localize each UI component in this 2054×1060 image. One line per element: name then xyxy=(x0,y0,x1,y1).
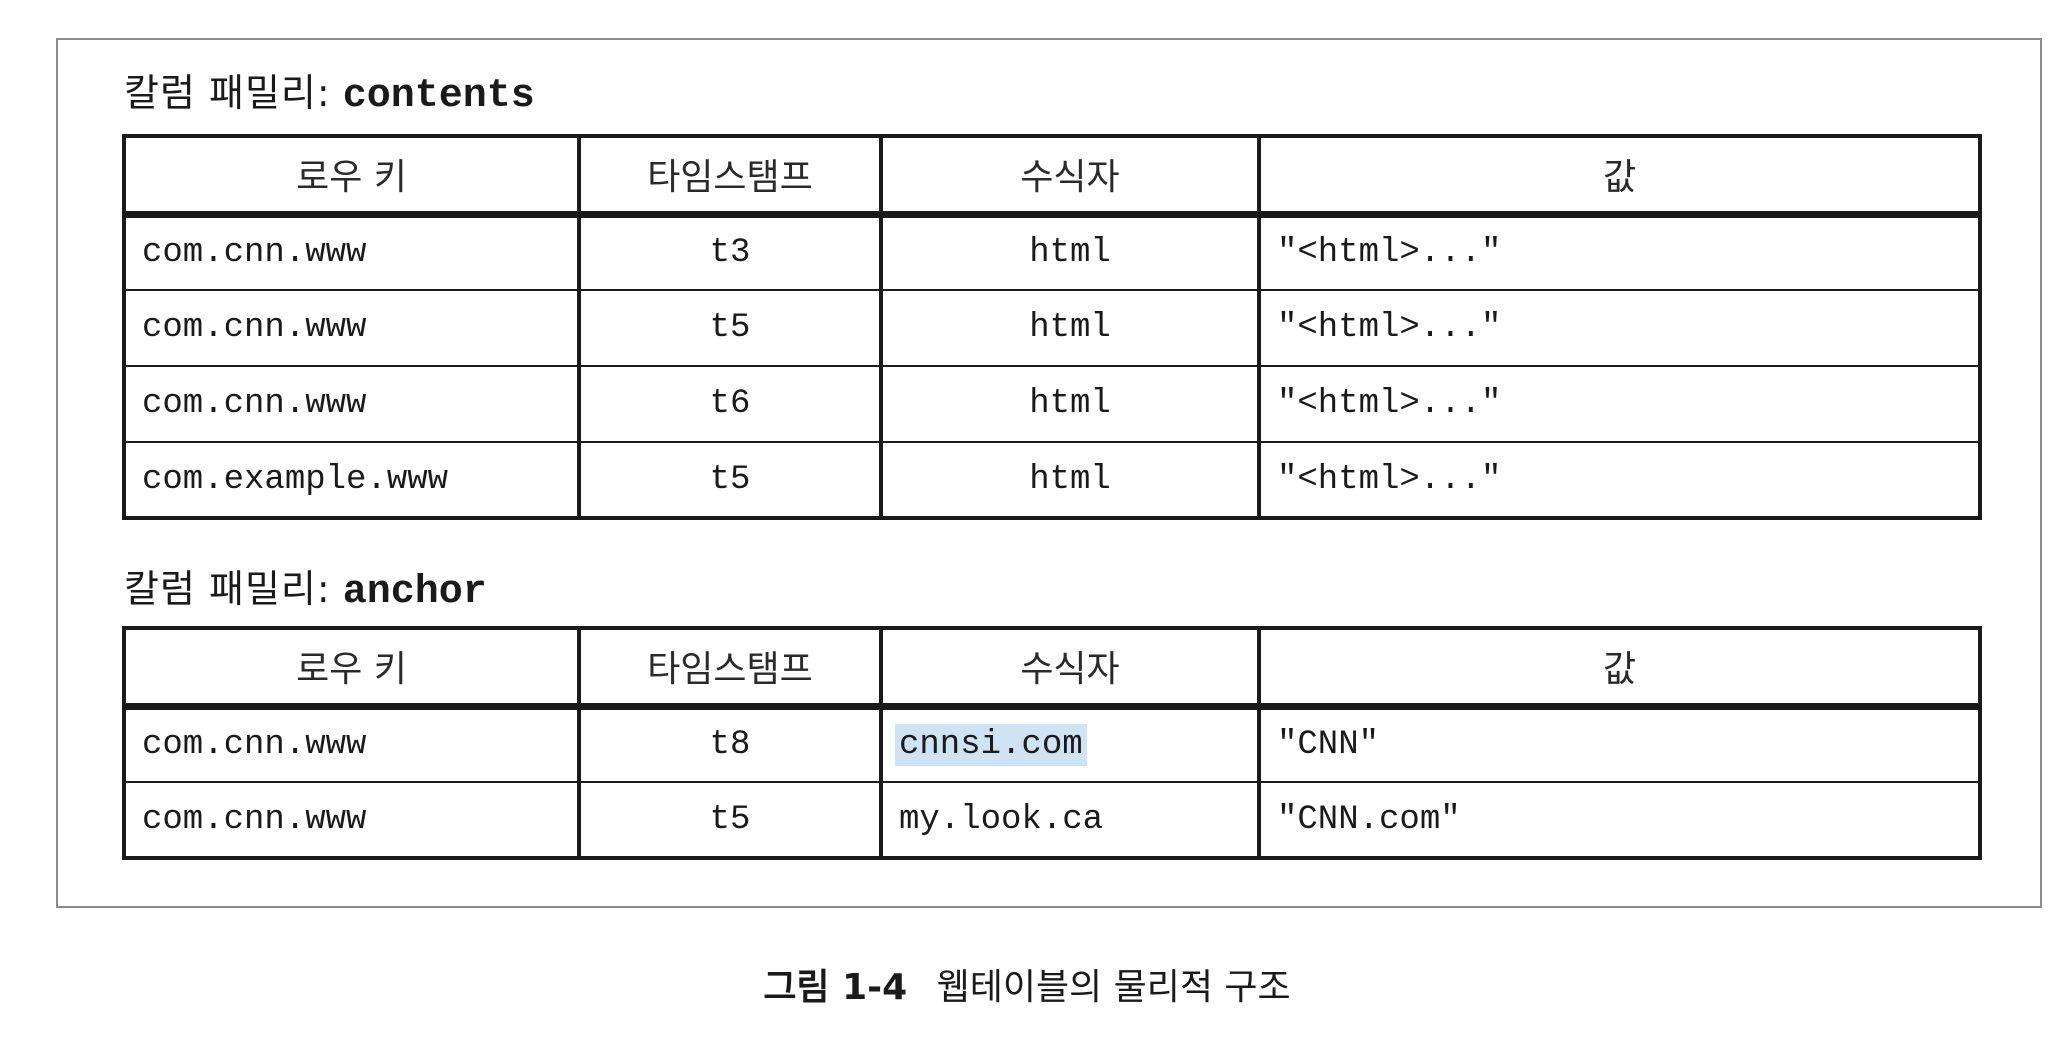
table-header-row: 로우 키 타임스탬프 수식자 값 xyxy=(122,134,1982,218)
table-row: com.cnn.www t6 html "<html>..." xyxy=(122,365,1982,443)
cell-timestamp: t5 xyxy=(577,441,883,520)
cell-value: "<html>..." xyxy=(1257,441,1982,520)
column-family-name: anchor xyxy=(342,570,487,615)
header-qualifier: 수식자 xyxy=(879,626,1261,710)
cell-row-key: com.cnn.www xyxy=(122,365,581,443)
cell-value: "<html>..." xyxy=(1257,213,1982,291)
cell-qualifier: html xyxy=(879,289,1261,367)
header-row-key: 로우 키 xyxy=(122,134,581,218)
cell-value: "CNN" xyxy=(1257,705,1982,783)
figure-caption: 그림 1-4 웹테이블의 물리적 구조 xyxy=(0,958,2054,1010)
cell-value: "<html>..." xyxy=(1257,289,1982,367)
column-family-name: contents xyxy=(342,74,535,119)
cell-row-key: com.example.www xyxy=(122,441,581,520)
contents-table: 로우 키 타임스탬프 수식자 값 com.cnn.www t3 html "<h… xyxy=(122,134,1982,520)
cell-row-key: com.cnn.www xyxy=(122,781,581,860)
column-family-label-anchor: 칼럼 패밀리: anchor xyxy=(124,570,487,613)
figure-number: 그림 1-4 xyxy=(763,967,908,1008)
cell-qualifier: my.look.ca xyxy=(879,781,1261,860)
table-header-row: 로우 키 타임스탬프 수식자 값 xyxy=(122,626,1982,710)
table-row: com.example.www t5 html "<html>..." xyxy=(122,441,1982,520)
column-family-prefix: 칼럼 패밀리: xyxy=(124,71,331,115)
cell-row-key: com.cnn.www xyxy=(122,705,581,783)
cell-timestamp: t6 xyxy=(577,365,883,443)
column-family-label-contents: 칼럼 패밀리: contents xyxy=(124,74,535,117)
cell-qualifier: html xyxy=(879,213,1261,291)
header-value: 값 xyxy=(1257,134,1982,218)
header-value: 값 xyxy=(1257,626,1982,710)
cell-timestamp: t3 xyxy=(577,213,883,291)
cell-timestamp: t5 xyxy=(577,781,883,860)
anchor-table: 로우 키 타임스탬프 수식자 값 com.cnn.www t8 cnnsi.co… xyxy=(122,626,1982,860)
header-row-key: 로우 키 xyxy=(122,626,581,710)
figure-caption-text: 웹테이블의 물리적 구조 xyxy=(936,967,1291,1008)
header-timestamp: 타임스탬프 xyxy=(577,134,883,218)
cell-timestamp: t8 xyxy=(577,705,883,783)
cell-timestamp: t5 xyxy=(577,289,883,367)
table-row: com.cnn.www t8 cnnsi.com "CNN" xyxy=(122,705,1982,783)
table-row: com.cnn.www t3 html "<html>..." xyxy=(122,213,1982,291)
cell-value: "<html>..." xyxy=(1257,365,1982,443)
header-qualifier: 수식자 xyxy=(879,134,1261,218)
cell-qualifier: html xyxy=(879,365,1261,443)
cell-row-key: com.cnn.www xyxy=(122,289,581,367)
cell-qualifier[interactable]: cnnsi.com xyxy=(879,705,1261,783)
cell-qualifier: html xyxy=(879,441,1261,520)
cell-row-key: com.cnn.www xyxy=(122,213,581,291)
header-timestamp: 타임스탬프 xyxy=(577,626,883,710)
selected-text-highlight[interactable]: cnnsi.com xyxy=(895,724,1087,767)
column-family-prefix: 칼럼 패밀리: xyxy=(124,567,331,611)
table-row: com.cnn.www t5 html "<html>..." xyxy=(122,289,1982,367)
cell-value: "CNN.com" xyxy=(1257,781,1982,860)
table-row: com.cnn.www t5 my.look.ca "CNN.com" xyxy=(122,781,1982,860)
